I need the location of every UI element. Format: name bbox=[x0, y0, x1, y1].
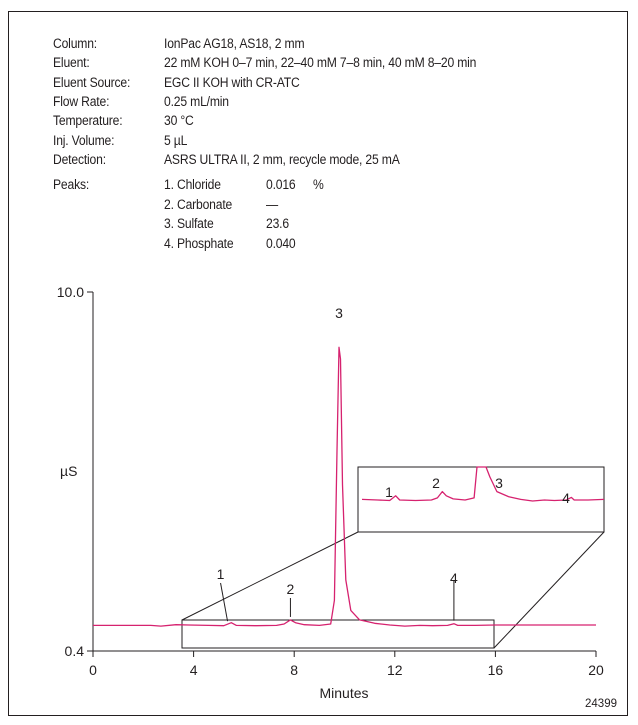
peak-name: 4. Phosphate bbox=[164, 235, 234, 251]
condition-value: 5 µL bbox=[164, 132, 188, 148]
x-tick-label: 20 bbox=[588, 662, 604, 678]
y-tick-label: 0.4 bbox=[65, 643, 85, 659]
peak-value: 0.016 bbox=[266, 177, 296, 192]
condition-label: Eluent Source: bbox=[53, 74, 131, 90]
peak-value: 0.040 bbox=[266, 235, 296, 251]
x-tick-label: 8 bbox=[290, 662, 298, 678]
axes bbox=[92, 292, 596, 652]
x-tick-label: 0 bbox=[89, 662, 97, 678]
inset-series: 1 2 3 4 bbox=[361, 466, 605, 506]
zoom-connector-right bbox=[493, 531, 605, 649]
inset-zoom-box bbox=[181, 466, 605, 649]
peak-label-3: 3 bbox=[335, 305, 343, 321]
x-tick-label: 12 bbox=[387, 662, 403, 678]
peak-label-2: 2 bbox=[287, 581, 295, 597]
condition-value: 0.25 mL/min bbox=[164, 93, 229, 109]
condition-value: 22 mM KOH 0–7 min, 22–40 mM 7–8 min, 40 … bbox=[164, 55, 477, 71]
peak-label-4: 4 bbox=[450, 570, 458, 586]
zoom-connector-left bbox=[181, 531, 359, 621]
condition-label: Column: bbox=[53, 36, 97, 51]
peak-value: 23.6 bbox=[266, 216, 289, 231]
inset-peak-label: 4 bbox=[562, 490, 570, 506]
peak-name: 3. Sulfate bbox=[164, 216, 214, 231]
condition-label: Inj. Volume: bbox=[53, 132, 115, 148]
zoom-source-box bbox=[181, 619, 495, 649]
x-tick-label: 4 bbox=[190, 662, 198, 678]
peak-name: 1. Chloride bbox=[164, 177, 221, 192]
x-tick-label: 16 bbox=[488, 662, 504, 678]
y-tick-label: 10.0 bbox=[57, 284, 84, 300]
figure-frame bbox=[8, 11, 628, 716]
peak-name: 2. Carbonate bbox=[164, 196, 233, 212]
peak-value: — bbox=[266, 196, 278, 212]
condition-value: ASRS ULTRA II, 2 mm, recycle mode, 25 mA bbox=[164, 151, 400, 167]
condition-label: Flow Rate: bbox=[53, 93, 110, 109]
chromatogram-line bbox=[93, 346, 596, 627]
condition-value: IonPac AG18, AS18, 2 mm bbox=[164, 36, 305, 51]
inset-line bbox=[361, 466, 605, 502]
inset-peak-label: 1 bbox=[385, 484, 393, 500]
figure-id: 24399 bbox=[585, 698, 617, 710]
inset-peak-label: 2 bbox=[432, 475, 440, 491]
chromatogram-series bbox=[93, 346, 596, 627]
condition-label: Eluent: bbox=[53, 55, 90, 71]
peak-label-1: 1 bbox=[217, 566, 225, 582]
y-axis-label: µS bbox=[60, 463, 77, 479]
peak-unit: % bbox=[313, 177, 324, 192]
peak-leader-1 bbox=[220, 582, 229, 622]
condition-value: 30 °C bbox=[164, 113, 194, 129]
peaks-label: Peaks: bbox=[53, 177, 90, 192]
condition-label: Temperature: bbox=[53, 113, 123, 129]
condition-value: EGC II KOH with CR-ATC bbox=[164, 74, 300, 90]
x-axis-label: Minutes bbox=[319, 685, 368, 701]
condition-label: Detection: bbox=[53, 151, 106, 167]
inset-peak-label: 3 bbox=[495, 475, 503, 491]
